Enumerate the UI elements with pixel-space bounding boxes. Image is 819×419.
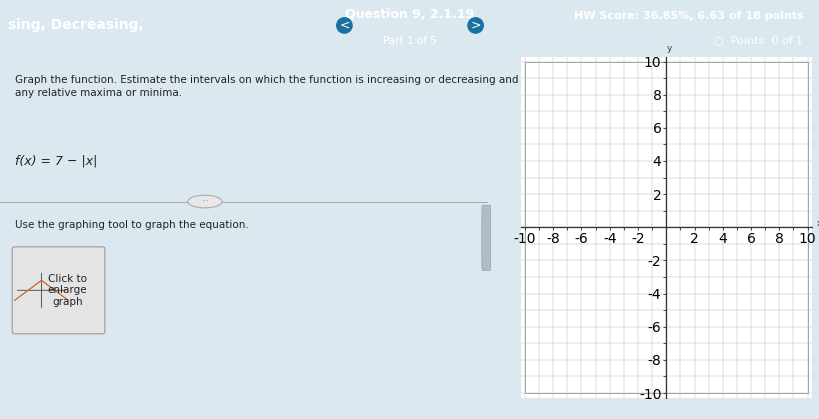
Ellipse shape [188, 195, 222, 208]
Text: Click to
enlarge
graph: Click to enlarge graph [48, 274, 87, 307]
Text: f(x) = 7 − |x|: f(x) = 7 − |x| [15, 155, 97, 168]
Text: sing, Decreasing,: sing, Decreasing, [8, 18, 144, 32]
Text: Part 1 of 5: Part 1 of 5 [382, 36, 437, 46]
Text: >: > [470, 19, 480, 32]
Text: Question 9, 2.1.19: Question 9, 2.1.19 [345, 8, 474, 21]
Text: x: x [816, 219, 819, 228]
Text: Use the graphing tool to graph the equation.: Use the graphing tool to graph the equat… [15, 220, 248, 230]
Text: ···: ··· [201, 197, 209, 206]
Text: Graph the function. Estimate the intervals on which the function is increasing o: Graph the function. Estimate the interva… [15, 75, 518, 98]
Text: HW Score: 36.85%, 6.63 of 18 points: HW Score: 36.85%, 6.63 of 18 points [573, 11, 803, 21]
FancyBboxPatch shape [12, 247, 105, 334]
Text: ○  Points: 0 of 1: ○ Points: 0 of 1 [713, 36, 803, 46]
FancyBboxPatch shape [482, 205, 490, 270]
Text: <: < [339, 19, 349, 32]
Text: y: y [667, 44, 672, 53]
